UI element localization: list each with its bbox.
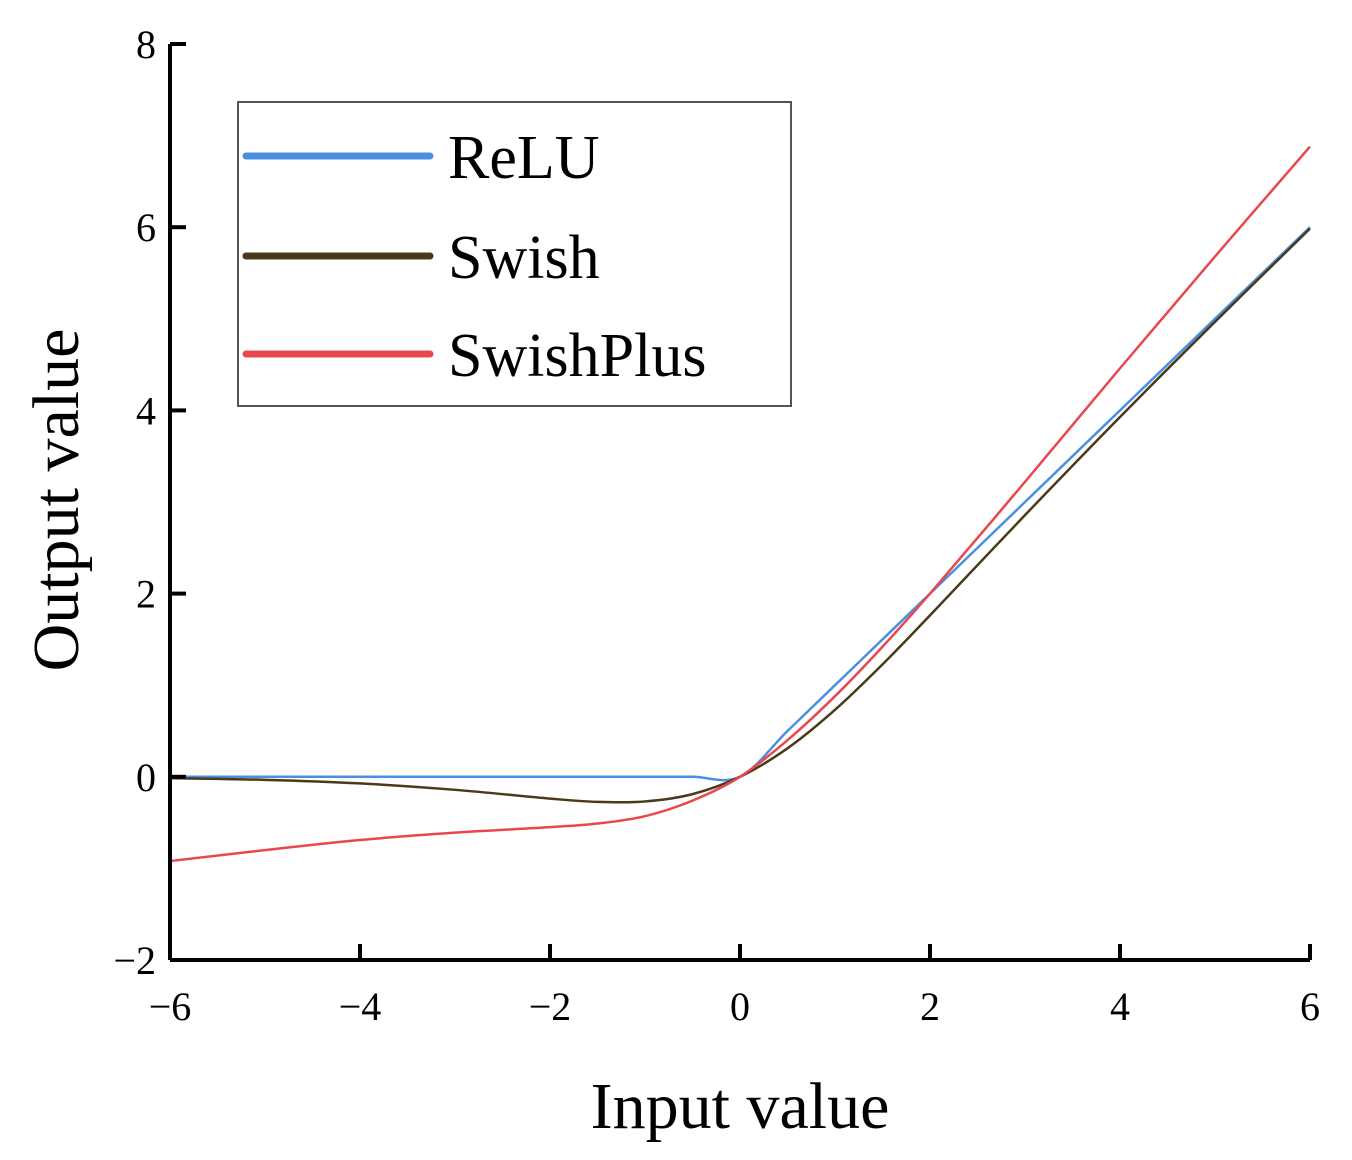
x-tick-label: 0 xyxy=(730,984,750,1029)
y-tick-label: 0 xyxy=(136,755,156,800)
legend-label-swishplus: SwishPlus xyxy=(448,322,706,390)
legend-label-swish: Swish xyxy=(448,224,600,292)
x-tick-label: −4 xyxy=(339,984,382,1029)
x-tick-label: −6 xyxy=(149,984,192,1029)
y-tick-label: 2 xyxy=(136,572,156,617)
y-tick-label: 4 xyxy=(136,388,156,433)
x-tick-label: 4 xyxy=(1110,984,1130,1029)
legend: ReLU Swish SwishPlus xyxy=(237,101,792,407)
x-tick-label: 6 xyxy=(1300,984,1320,1029)
series-line-relu xyxy=(170,226,1311,782)
x-tick-label: −2 xyxy=(529,984,572,1029)
series-line-swishplus xyxy=(169,145,1311,863)
series-line-swish xyxy=(169,227,1311,804)
plot-lines xyxy=(169,145,1311,863)
x-axis-title: Input value xyxy=(591,1070,890,1143)
x-tick-label: 2 xyxy=(920,984,940,1029)
y-tick-label: 6 xyxy=(136,205,156,250)
y-tick-label: 8 xyxy=(136,22,156,67)
axes: −6 −4 −2 0 2 4 6 −2 0 2 4 6 8 xyxy=(113,22,1320,1029)
y-tick-label: −2 xyxy=(113,938,156,983)
y-axis-title: Output value xyxy=(20,329,93,672)
legend-label-relu: ReLU xyxy=(448,124,600,192)
